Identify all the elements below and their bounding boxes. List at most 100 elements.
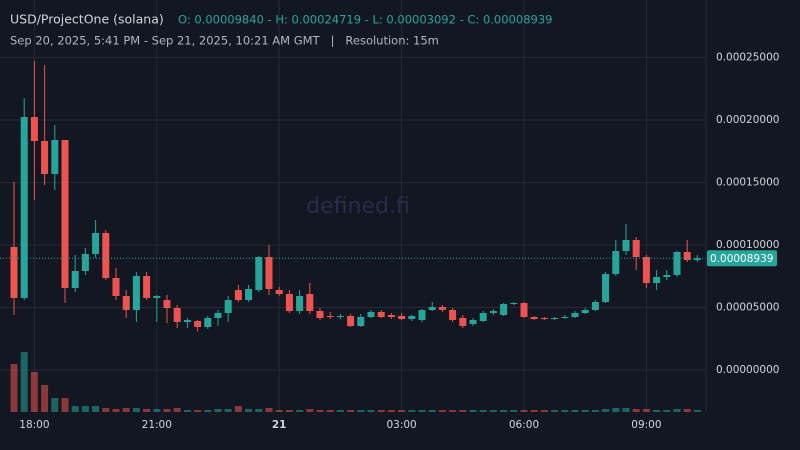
volume-bar [551,410,559,412]
volume-bar [438,410,446,412]
marks [0,61,706,412]
candle-body [591,302,599,310]
y-tick-label: 0.00010000 [716,239,779,251]
candle-body [316,311,324,318]
candle-body [173,308,181,322]
grid [0,0,706,412]
volume-bar [673,409,681,412]
candle-body [61,140,69,288]
volume-bar [163,409,171,412]
candle-body [183,320,191,322]
candle-body [489,311,497,313]
candle-body [132,276,140,310]
volume-bar [653,410,661,412]
candle-body [51,140,59,174]
x-tick-label: 06:00 [509,419,539,431]
volume-bar [245,409,253,412]
volume-bar [591,410,599,412]
volume-bar [143,409,151,412]
candle-body [571,313,579,317]
candle-body [143,276,151,298]
volume-bar [428,410,436,412]
volume-bar [377,410,385,412]
volume-bar [581,410,589,412]
last-price-label: 0.00008939 [710,253,773,265]
volume-bar [632,409,640,412]
volume-bar [510,410,518,412]
volume-bar [622,408,630,412]
x-tick-label: 09:00 [631,419,661,431]
volume-bar [398,410,406,412]
candle-body [347,316,355,326]
volume-bar [224,409,232,412]
candle-body [428,307,436,310]
volume-bar [336,410,344,412]
volume-bar [275,410,283,412]
volume-bar [296,410,304,412]
volume-bar [20,352,28,412]
candle-body [540,318,548,319]
candle-body [306,294,314,311]
last-price-badge [707,250,777,267]
candle-body [224,300,232,313]
volume-bar [183,410,191,412]
volume-bar [71,406,79,412]
volume-bar [357,410,365,412]
candle-body [632,240,640,257]
candle-body [163,300,171,308]
candle-body [500,304,508,315]
candle-body [377,312,385,317]
candle-body [122,296,130,310]
volume-bar [520,410,528,412]
candle-body [367,312,375,317]
y-tick-label: 0.00000000 [716,364,779,376]
volume-bar [663,410,671,412]
volume-bar [561,410,569,412]
candle-body [71,271,79,288]
volume-bar [693,410,701,412]
candle-body [561,317,569,318]
volume-bar [489,410,497,412]
volume-bar [265,408,273,412]
volume-bar [153,409,161,412]
candle-body [153,296,161,298]
volume-bar [316,410,324,412]
y-tick-label: 0.00015000 [716,177,779,189]
candle-body [622,240,630,251]
candle-body [234,290,242,300]
candle-body [387,315,395,317]
chart-title: USD/ProjectOne (solana) [10,12,164,27]
volume-bar [122,408,130,412]
candle-body [530,317,538,319]
x-tick-label: 03:00 [386,419,416,431]
candle-body [285,294,293,311]
candle-body [581,310,589,313]
candle-body [255,257,263,290]
volume-bar [255,409,263,412]
volume-bar [102,408,110,412]
chart-subtitle: Sep 20, 2025, 5:41 PM - Sep 21, 2025, 10… [10,34,439,48]
volume-bar [51,398,59,412]
watermark: defined.fi [306,194,410,219]
candle-body [673,252,681,275]
x-tick-label: 21 [272,419,287,431]
volume-bar [112,409,120,412]
candle-body [693,258,701,260]
x-tick-label: 18:00 [19,419,49,431]
volume-bar [602,409,610,412]
volume-bar [41,385,49,412]
y-tick-label: 0.00020000 [716,114,779,126]
candle-body [551,318,559,319]
x-tick-label: 21:00 [142,419,172,431]
candle-body [265,257,273,289]
volume-bar [61,398,69,412]
candle-body [296,296,304,311]
volume-bar [234,406,242,412]
candle-body [408,316,416,319]
volume-bar [173,408,181,412]
candle-body [336,316,344,317]
volume-bar [10,364,18,412]
volume-bar [194,410,202,412]
